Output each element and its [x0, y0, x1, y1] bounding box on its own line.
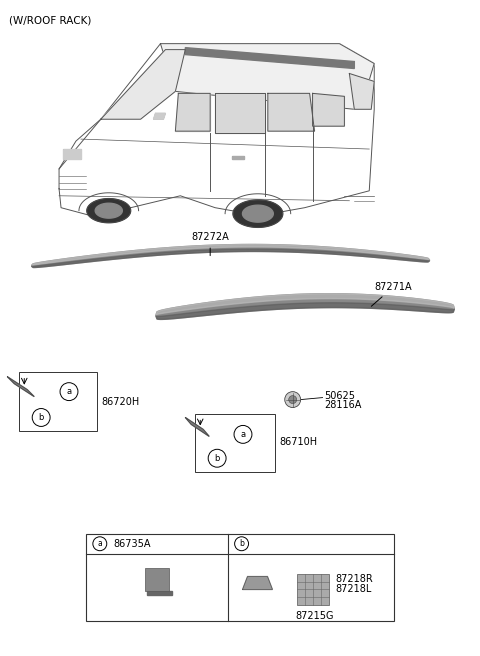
Text: 28116A: 28116A	[324, 400, 362, 409]
Polygon shape	[233, 200, 283, 228]
Polygon shape	[242, 205, 273, 222]
Bar	[19, 372, 97, 432]
Polygon shape	[87, 199, 131, 222]
Text: 87215G: 87215G	[295, 611, 334, 621]
Polygon shape	[101, 50, 185, 119]
Text: 86735A: 86735A	[114, 539, 151, 549]
Text: 50625: 50625	[324, 390, 356, 401]
Polygon shape	[268, 93, 314, 131]
Text: b: b	[215, 454, 220, 462]
Bar	[145, 567, 168, 592]
Text: 87218R: 87218R	[335, 573, 373, 584]
Polygon shape	[185, 417, 209, 436]
Text: a: a	[66, 387, 72, 396]
Bar	[195, 415, 275, 472]
Text: 87272A: 87272A	[192, 232, 229, 256]
Polygon shape	[215, 93, 265, 133]
Polygon shape	[7, 377, 34, 397]
Circle shape	[285, 392, 300, 407]
Polygon shape	[95, 203, 122, 218]
Polygon shape	[154, 113, 166, 119]
Text: 86710H: 86710H	[280, 438, 318, 447]
Bar	[86, 534, 394, 621]
Bar	[297, 573, 329, 605]
Polygon shape	[160, 44, 374, 110]
Polygon shape	[175, 93, 210, 131]
Polygon shape	[147, 592, 172, 596]
Circle shape	[288, 396, 297, 403]
Text: a: a	[240, 430, 246, 439]
Text: 87218L: 87218L	[335, 584, 372, 594]
Polygon shape	[232, 156, 244, 159]
Polygon shape	[312, 93, 344, 126]
Text: a: a	[97, 539, 102, 548]
Polygon shape	[59, 44, 374, 216]
Polygon shape	[349, 73, 374, 110]
Text: b: b	[38, 413, 44, 422]
Text: b: b	[239, 539, 244, 548]
Text: 87271A: 87271A	[372, 282, 412, 306]
Text: 86720H: 86720H	[102, 397, 140, 407]
Polygon shape	[242, 577, 273, 590]
Text: (W/ROOF RACK): (W/ROOF RACK)	[9, 16, 92, 26]
Polygon shape	[63, 149, 81, 159]
Polygon shape	[185, 48, 354, 68]
